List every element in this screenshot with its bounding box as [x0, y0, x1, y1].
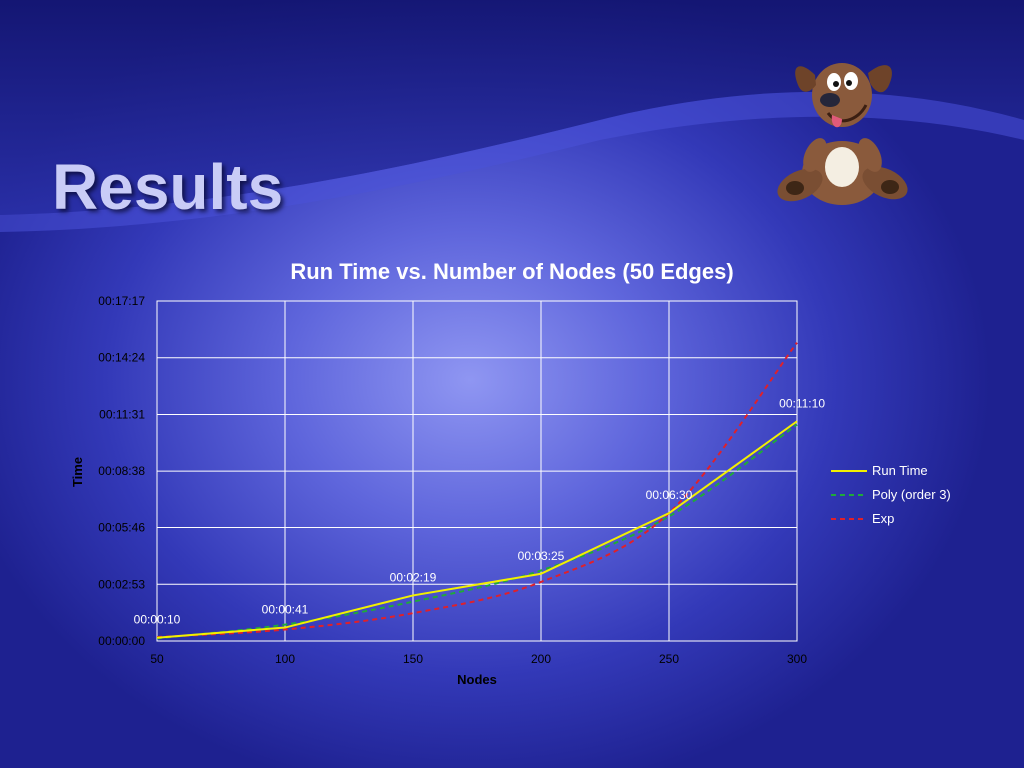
x-tick-label: 200 — [531, 652, 551, 666]
series-line-exp — [156, 342, 798, 639]
chart-gridlines — [156, 300, 798, 642]
slide-title: Results — [52, 151, 284, 223]
data-label: 00:11:10 — [779, 396, 825, 410]
y-tick-label: 00:05:46 — [98, 521, 145, 535]
legend-label: Run Time — [872, 463, 928, 478]
y-tick-label: 00:11:31 — [99, 407, 145, 421]
y-tick-label: 00:00:00 — [98, 634, 145, 648]
data-label: 00:00:10 — [134, 613, 181, 627]
chart-title: Run Time vs. Number of Nodes (50 Edges) — [290, 259, 733, 284]
cartoon-dog-icon — [777, 63, 908, 205]
legend-label: Poly (order 3) — [872, 487, 951, 502]
x-axis-label: Nodes — [457, 672, 497, 687]
y-tick-label: 00:17:17 — [98, 294, 145, 308]
y-axis-label: Time — [70, 457, 85, 487]
series-line-run-time — [156, 420, 798, 639]
y-tick-label: 00:14:24 — [98, 351, 145, 365]
data-labels: 00:00:10 00:00:41 00:02:19 00:03:25 00:06:30… — [134, 396, 826, 626]
x-axis-ticks: 50 100 150 200 250 300 — [150, 652, 807, 666]
legend-label: Exp — [872, 511, 894, 526]
y-tick-label: 00:02:53 — [98, 577, 145, 591]
chart-series — [156, 342, 798, 640]
data-label: 00:06:30 — [646, 488, 693, 502]
data-label: 00:00:41 — [262, 603, 309, 617]
data-label: 00:02:19 — [390, 570, 437, 584]
x-tick-label: 150 — [403, 652, 423, 666]
x-tick-label: 300 — [787, 652, 807, 666]
x-tick-label: 50 — [150, 652, 164, 666]
x-tick-label: 100 — [275, 652, 295, 666]
x-tick-label: 250 — [659, 652, 679, 666]
y-axis-ticks: 00:00:00 00:02:53 00:05:46 00:08:38 00:11:31… — [98, 294, 145, 648]
series-line-poly-order-3 — [156, 423, 798, 640]
y-tick-label: 00:08:38 — [98, 464, 145, 478]
data-label: 00:03:25 — [518, 549, 565, 563]
chart-legend: Run Time Poly (order 3) Exp — [831, 463, 951, 526]
